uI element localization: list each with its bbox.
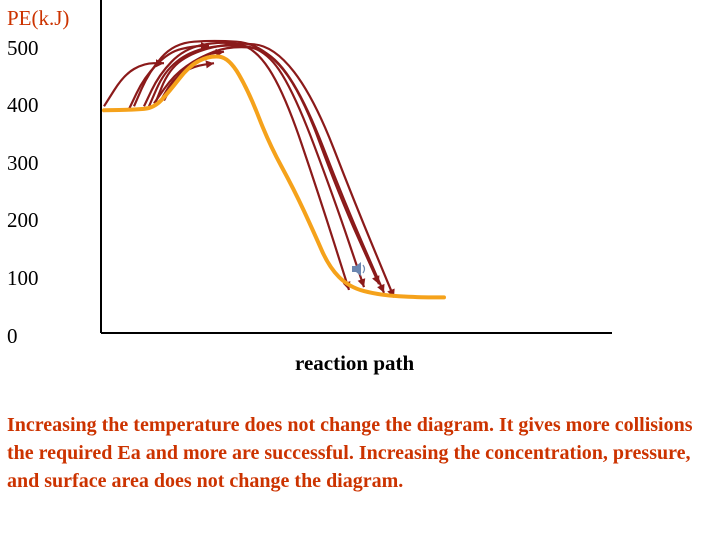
- arrowhead: [205, 60, 214, 69]
- speaker-icon[interactable]: [352, 262, 366, 276]
- x-axis-label: reaction path: [295, 351, 415, 375]
- arrowhead: [377, 283, 385, 293]
- y-tick-label: 500: [7, 36, 39, 60]
- y-axis-label: PE(k.J): [7, 6, 70, 30]
- collision-arrow: [128, 44, 209, 110]
- arrowhead: [201, 42, 209, 50]
- y-tick-label: 100: [7, 266, 39, 290]
- energy-profile: [102, 54, 446, 300]
- collision-arrow: [152, 42, 396, 298]
- collision-arrows: [103, 39, 396, 298]
- collision-arrow: [153, 46, 386, 294]
- y-tick-label: 400: [7, 93, 39, 117]
- collision-arrow: [132, 39, 381, 285]
- energy-diagram: [100, 0, 612, 334]
- y-tick-label: 300: [7, 151, 39, 175]
- energy-profile-line: [102, 54, 446, 300]
- collision-arrow: [103, 62, 164, 107]
- collision-arrow: [163, 50, 225, 102]
- arrowhead: [357, 278, 366, 288]
- caption-text: Increasing the temperature does not chan…: [7, 414, 693, 492]
- y-tick-label: 0: [7, 324, 18, 348]
- y-tick-label: 200: [7, 208, 39, 232]
